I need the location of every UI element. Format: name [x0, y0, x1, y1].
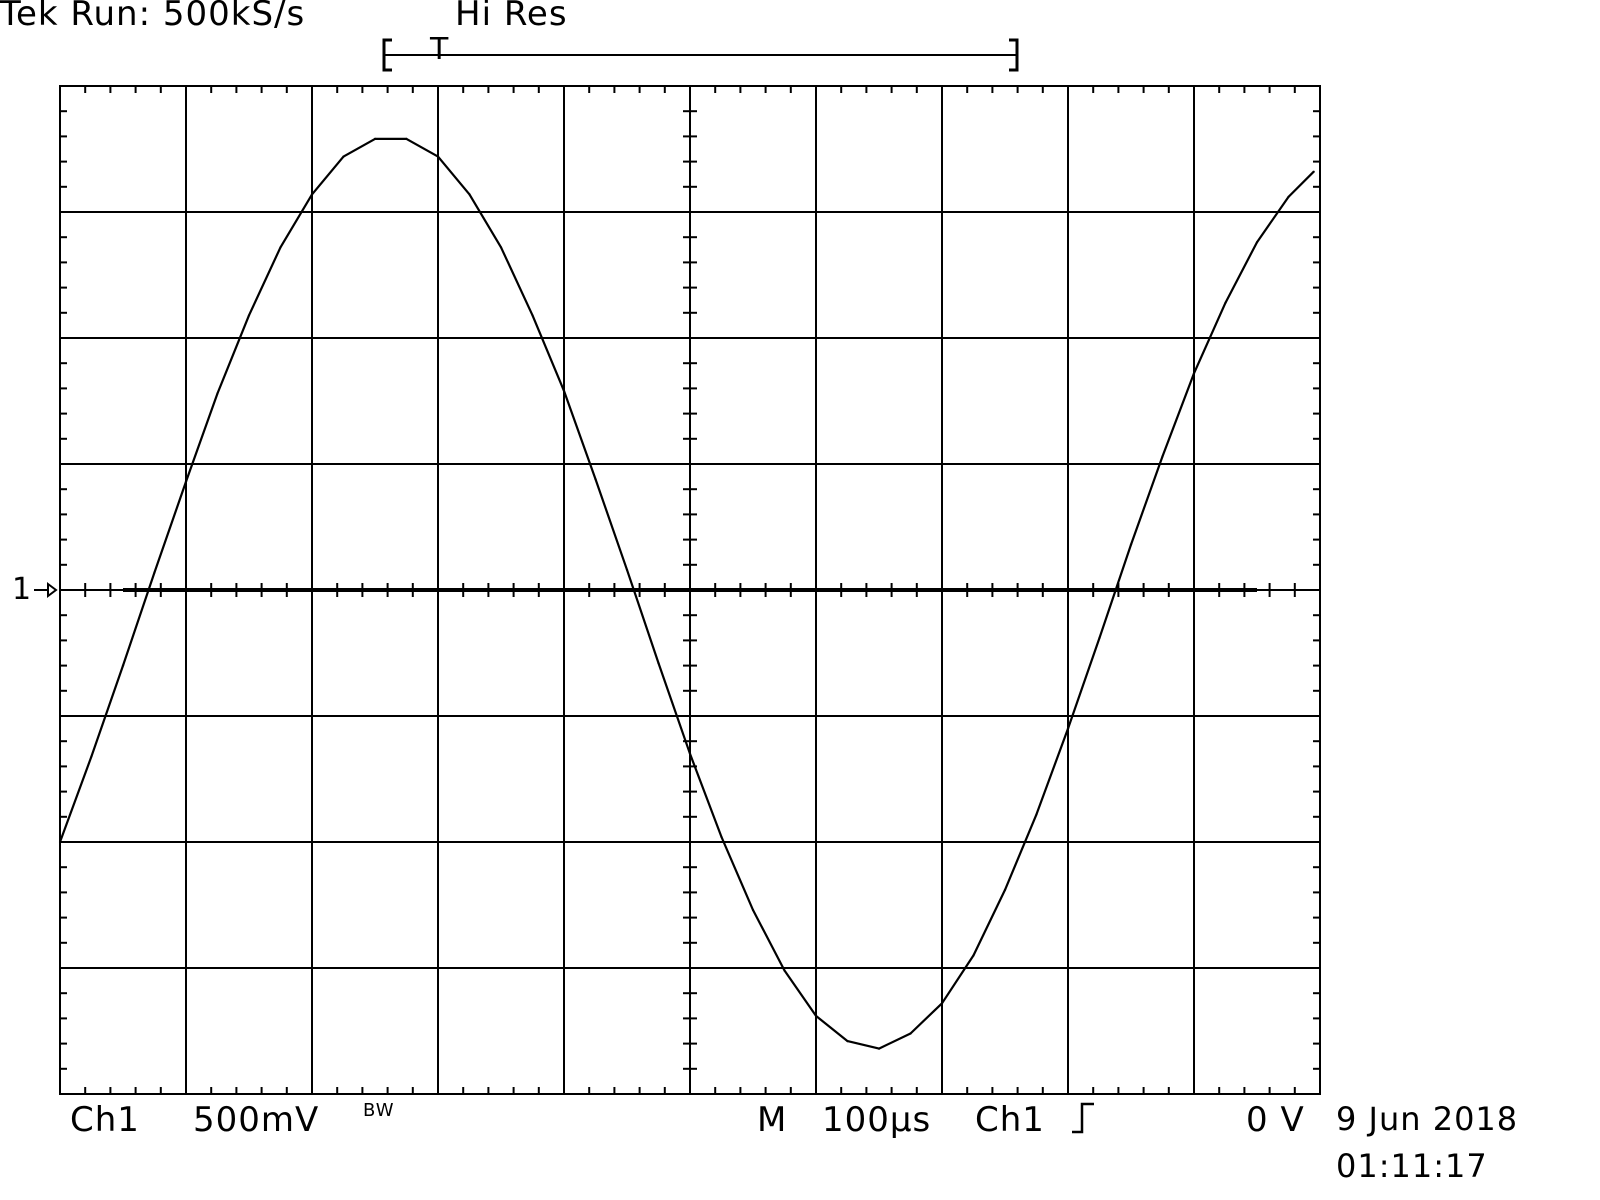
channel-label: Ch1: [70, 1100, 140, 1140]
capture-date: 9 Jun 2018: [1336, 1100, 1519, 1138]
waveform-point: [1312, 170, 1315, 173]
waveform-trace: [58, 137, 1315, 1050]
waveform-point: [1224, 301, 1227, 304]
waveform-point: [720, 835, 723, 839]
graticule-ticks: [60, 86, 1320, 1094]
waveform-point: [247, 314, 251, 317]
waveform-point: [751, 908, 755, 912]
trigger-bar-left-bracket: [382, 38, 392, 72]
waveform-point: [499, 246, 503, 249]
time-per-div: 100µs: [822, 1100, 932, 1140]
trigger-bar-right-bracket: [1009, 38, 1019, 72]
waveform-point: [342, 155, 345, 158]
waveform-point: [594, 478, 597, 481]
waveform-point: [1066, 727, 1070, 730]
channel-ground-label: 1: [12, 572, 33, 607]
waveform-point: [1003, 888, 1007, 892]
waveform-point: [310, 193, 314, 196]
waveform-point: [373, 137, 377, 140]
waveform-point: [58, 840, 62, 844]
waveform-point: [121, 664, 125, 667]
traces: [58, 137, 1315, 1050]
waveform-point: [531, 314, 534, 317]
ground-marker-arrow-head: [47, 582, 58, 598]
waveform-point: [468, 193, 471, 196]
waveform-point: [940, 1002, 944, 1005]
waveform-point: [972, 954, 975, 957]
channel-markers: [34, 582, 58, 598]
waveform-point: [909, 1032, 912, 1035]
waveform-point: [688, 752, 692, 755]
waveform-point: [279, 246, 282, 249]
waveform-point: [153, 571, 156, 574]
waveform-point: [1161, 455, 1164, 458]
waveform-point: [184, 480, 188, 483]
waveform-point: [405, 137, 408, 140]
waveform-point: [1035, 813, 1038, 816]
waveform-point: [846, 1040, 849, 1043]
waveform-point: [877, 1047, 881, 1050]
trigger-window-bar: [382, 38, 1019, 72]
waveform-point: [1255, 241, 1259, 244]
waveform-point: [1098, 636, 1101, 640]
waveform-point: [625, 568, 629, 571]
waveform-point: [90, 755, 93, 758]
rising-edge-icon: [1072, 1102, 1094, 1134]
waveform-point: [1287, 195, 1290, 198]
waveform-point: [562, 389, 566, 392]
trigger-source: Ch1: [975, 1100, 1045, 1140]
waveform-point: [783, 969, 786, 972]
waveform-point: [1129, 543, 1133, 546]
volts-per-div: 500mV: [193, 1100, 320, 1140]
acquisition-status: Tek Run: 500kS/s: [0, 0, 306, 34]
waveform-point: [814, 1014, 818, 1018]
waveform-point: [436, 155, 440, 158]
waveform-point: [216, 392, 219, 395]
bandwidth-limit-label: BW: [363, 1100, 395, 1121]
acquisition-mode: Hi Res: [455, 0, 568, 34]
trigger-marker: T: [430, 32, 450, 67]
waveform-point: [1192, 372, 1196, 375]
timebase-prefix: M: [757, 1100, 788, 1140]
trigger-level: 0 V: [1246, 1100, 1305, 1140]
waveform-point: [657, 662, 660, 665]
capture-time: 01:11:17: [1336, 1147, 1488, 1185]
